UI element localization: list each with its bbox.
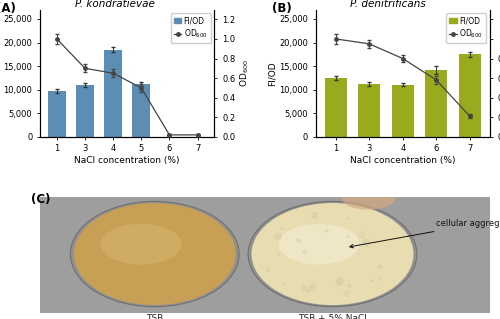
Bar <box>459 54 481 137</box>
Legend: FI/OD, OD$_{600}$: FI/OD, OD$_{600}$ <box>446 13 486 43</box>
Bar <box>48 91 66 137</box>
Ellipse shape <box>248 201 417 307</box>
X-axis label: NaCl concentration (%): NaCl concentration (%) <box>350 156 456 165</box>
Ellipse shape <box>342 187 396 210</box>
Bar <box>104 50 122 137</box>
Text: cellular aggregates: cellular aggregates <box>350 219 500 248</box>
Bar <box>358 84 380 137</box>
Text: (B): (B) <box>272 2 291 15</box>
Ellipse shape <box>70 201 239 307</box>
Text: TSB: TSB <box>146 314 164 319</box>
Text: TSB + 5% NaCl: TSB + 5% NaCl <box>298 314 367 319</box>
Bar <box>392 85 413 137</box>
Bar <box>132 84 150 137</box>
Bar <box>325 78 346 137</box>
Ellipse shape <box>278 224 359 264</box>
Text: (A): (A) <box>0 2 16 15</box>
Text: (C): (C) <box>31 193 50 206</box>
Ellipse shape <box>74 203 236 305</box>
Text: P. kondratievae: P. kondratievae <box>75 0 155 9</box>
Bar <box>76 85 94 137</box>
Y-axis label: OD$_{600}$: OD$_{600}$ <box>238 59 250 87</box>
Legend: FI/OD, OD$_{600}$: FI/OD, OD$_{600}$ <box>170 13 210 43</box>
Bar <box>426 70 447 137</box>
X-axis label: NaCl concentration (%): NaCl concentration (%) <box>74 156 180 165</box>
Ellipse shape <box>101 224 182 264</box>
Ellipse shape <box>252 203 414 305</box>
Y-axis label: FI/OD: FI/OD <box>268 61 276 85</box>
Text: P. denitrificans: P. denitrificans <box>350 0 426 9</box>
